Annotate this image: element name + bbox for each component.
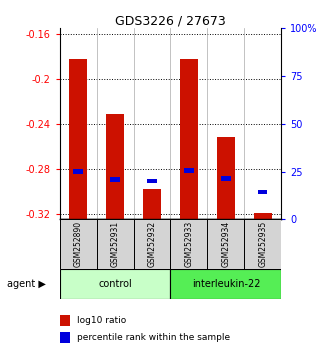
Bar	[221, 176, 230, 181]
Bar	[143, 189, 161, 219]
Bar	[106, 114, 124, 219]
Text: agent ▶: agent ▶	[7, 279, 45, 289]
Text: percentile rank within the sample: percentile rank within the sample	[77, 333, 230, 342]
Text: interleukin-22: interleukin-22	[192, 279, 260, 289]
Bar	[97, 219, 133, 269]
Bar	[170, 219, 208, 269]
Title: GDS3226 / 27673: GDS3226 / 27673	[115, 14, 226, 27]
Bar	[60, 315, 70, 326]
Text: control: control	[98, 279, 132, 289]
Text: log10 ratio: log10 ratio	[77, 316, 126, 325]
Bar	[133, 219, 170, 269]
Bar	[73, 170, 83, 174]
Bar	[180, 59, 198, 219]
Text: GSM252933: GSM252933	[184, 221, 193, 267]
Bar	[170, 269, 281, 299]
Bar	[258, 189, 267, 194]
Bar	[244, 219, 281, 269]
Text: GSM252931: GSM252931	[111, 221, 119, 267]
Text: GSM252935: GSM252935	[259, 221, 267, 267]
Bar	[60, 219, 97, 269]
Bar	[254, 213, 272, 219]
Bar	[147, 179, 157, 183]
Text: GSM252932: GSM252932	[148, 221, 157, 267]
Bar	[60, 269, 170, 299]
Bar	[69, 59, 87, 219]
Bar	[208, 219, 244, 269]
Bar	[217, 137, 235, 219]
Bar	[184, 169, 194, 173]
Bar	[111, 177, 119, 182]
Bar	[60, 332, 70, 343]
Text: GSM252890: GSM252890	[73, 221, 82, 267]
Text: GSM252934: GSM252934	[221, 221, 230, 267]
